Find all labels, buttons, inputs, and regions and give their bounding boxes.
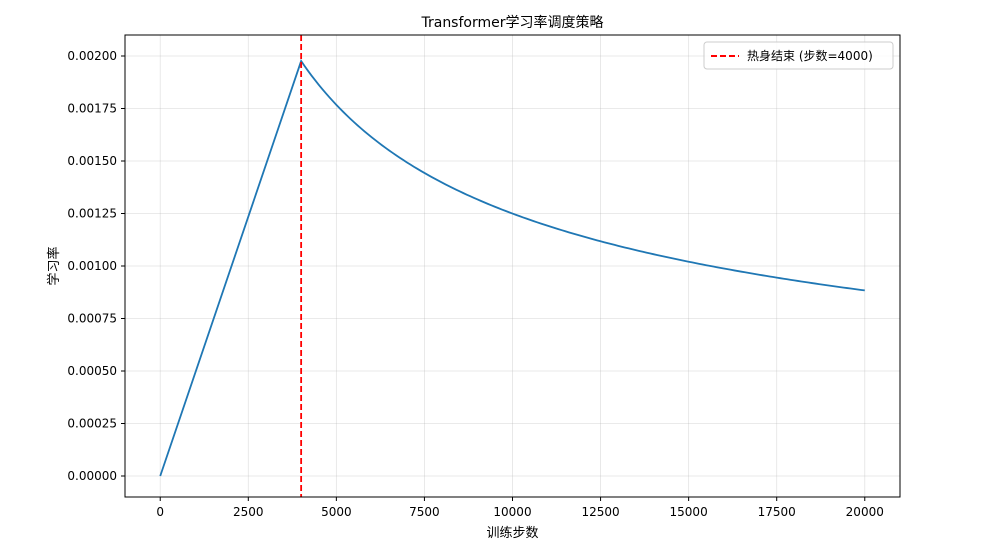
chart-title: Transformer学习率调度策略 — [420, 14, 603, 31]
plot-lines — [159, 35, 865, 497]
y-axis-ticks: 0.00000 0.00025 0.00050 0.00075 0.00100 0.001… — [67, 49, 125, 483]
y-axis-label: 学习率 — [46, 246, 62, 285]
x-tick-label: 20000 — [846, 505, 884, 519]
y-tick-label: 0.00000 — [67, 469, 117, 483]
y-tick-label: 0.00175 — [67, 102, 117, 116]
y-tick-label: 0.00025 — [67, 417, 117, 431]
x-tick-label: 5000 — [321, 505, 352, 519]
grid — [125, 35, 900, 497]
legend-label-warmup: 热身结束 (步数=4000) — [747, 48, 873, 63]
y-tick-label: 0.00075 — [67, 312, 117, 326]
y-tick-label: 0.00125 — [67, 207, 117, 221]
x-axis-ticks: 0 2500 5000 7500 10000 12500 15000 17500 20000 — [156, 497, 884, 519]
y-tick-label: 0.00100 — [67, 259, 117, 273]
x-tick-label: 2500 — [233, 505, 264, 519]
x-tick-label: 17500 — [758, 505, 796, 519]
legend: 热身结束 (步数=4000) — [703, 41, 894, 70]
x-tick-label: 12500 — [581, 505, 619, 519]
x-tick-label: 0 — [156, 505, 164, 519]
x-tick-label: 10000 — [493, 505, 531, 519]
x-tick-label: 15000 — [670, 505, 708, 519]
x-tick-label: 7500 — [409, 505, 440, 519]
series-line-learning-rate — [159, 59, 865, 477]
y-tick-label: 0.00050 — [67, 364, 117, 378]
legend-box — [703, 41, 894, 70]
y-tick-label: 0.00200 — [67, 49, 117, 63]
y-tick-label: 0.00150 — [67, 154, 117, 168]
x-axis-label: 训练步数 — [486, 526, 538, 541]
